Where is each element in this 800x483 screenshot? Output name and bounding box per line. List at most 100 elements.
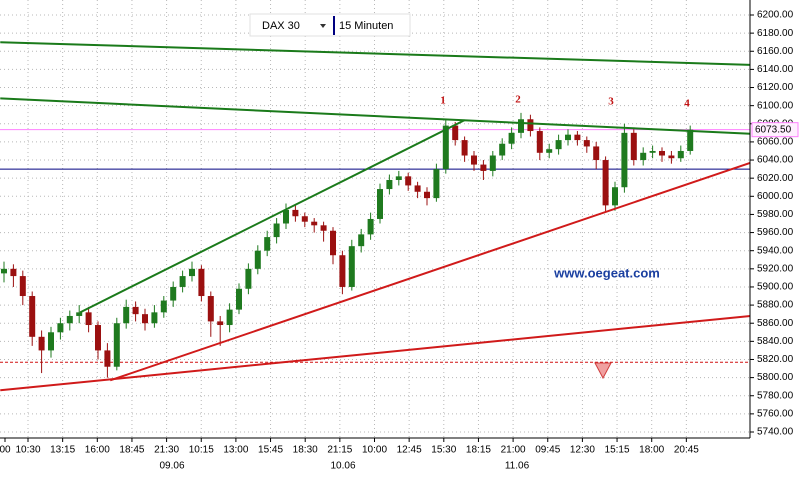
candle-body — [583, 140, 590, 147]
last-price-label: 6073.50 — [755, 124, 792, 135]
candle-body — [518, 119, 524, 133]
y-tick-label: 5880.00 — [757, 300, 794, 311]
candle-body — [621, 132, 628, 188]
candle-body — [395, 176, 402, 180]
candle-body — [66, 315, 73, 324]
wave-label: 3 — [608, 96, 614, 108]
selector-box[interactable] — [249, 13, 411, 37]
candle-body — [245, 268, 252, 289]
candle-body — [339, 255, 346, 287]
candle-body — [593, 146, 600, 161]
x-tick-label: 12:45 — [397, 445, 422, 456]
x-tick-label: 15:15 — [605, 445, 630, 456]
candle-body — [574, 134, 581, 141]
x-tick-label: 13:00 — [223, 445, 248, 456]
y-tick-label: 5800.00 — [757, 372, 794, 383]
candle-body — [386, 179, 393, 190]
candle-body — [330, 230, 336, 256]
x-tick-label: 00 — [0, 445, 11, 456]
candle-body — [565, 134, 571, 141]
candle-body — [377, 189, 383, 219]
candle-body — [179, 276, 186, 287]
candle-body — [29, 296, 36, 337]
x-tick-label: 18:45 — [119, 445, 144, 456]
y-tick-label: 6160.00 — [757, 46, 794, 57]
candle-body — [367, 218, 374, 235]
x-tick-label: 16:00 — [85, 445, 110, 456]
candle-body — [405, 176, 412, 186]
candle-body — [160, 300, 167, 313]
candle-body — [236, 288, 242, 310]
candle-body — [273, 223, 280, 238]
candle-body — [668, 155, 675, 159]
candle-body — [546, 149, 553, 153]
y-tick-label: 5820.00 — [757, 354, 794, 365]
candle-body — [85, 312, 92, 326]
candle-body — [113, 323, 120, 367]
candle-body — [687, 129, 694, 151]
x-tick-label: 15:45 — [258, 445, 283, 456]
x-tick-label: 12:30 — [570, 445, 595, 456]
y-tick-label: 5980.00 — [757, 209, 794, 220]
candle-body — [226, 309, 233, 326]
candle-body — [452, 125, 459, 141]
candle-body — [48, 332, 54, 351]
trend-line — [79, 119, 466, 314]
candle-body — [358, 234, 365, 247]
y-tick-label: 5740.00 — [757, 427, 794, 438]
candle-body — [555, 140, 562, 150]
instrument-selector[interactable]: DAX 30 15 Minuten — [249, 13, 411, 37]
candle-body — [151, 312, 158, 324]
candle-body — [283, 209, 289, 224]
y-tick-label: 6060.00 — [757, 137, 794, 148]
y-tick-label: 6140.00 — [757, 64, 794, 75]
y-tick-label: 5780.00 — [757, 390, 794, 401]
y-tick-label: 6180.00 — [757, 28, 794, 39]
instrument[interactable]: DAX 30 — [262, 20, 300, 32]
y-tick-label: 5840.00 — [757, 336, 794, 347]
candle-body — [424, 191, 430, 199]
x-tick-label: 10:00 — [362, 445, 387, 456]
y-tick-label: 5860.00 — [757, 318, 794, 329]
candle-body — [499, 143, 506, 156]
candle-body — [612, 187, 618, 206]
candle-body — [217, 321, 224, 326]
x-tick-label: 13:15 — [50, 445, 75, 456]
trend-line — [0, 97, 751, 135]
interval[interactable]: 15 Minuten — [339, 20, 393, 32]
x-tick-label: 10:15 — [189, 445, 214, 456]
date-label: 09.06 — [159, 461, 184, 472]
candle-body — [1, 268, 7, 274]
date-label: 10.06 — [330, 461, 355, 472]
candle-body — [348, 246, 355, 287]
candle-body — [301, 216, 308, 222]
x-tick-label: 20:45 — [674, 445, 699, 456]
last-price-box — [751, 122, 799, 138]
candle-body — [433, 169, 440, 199]
y-tick-label: 5760.00 — [757, 409, 794, 420]
candle-body — [142, 314, 148, 324]
candle-body — [311, 221, 318, 226]
trend-line — [109, 161, 751, 382]
candle-body — [198, 268, 205, 297]
candle-body — [10, 268, 17, 277]
candle-body — [207, 296, 214, 322]
x-tick-label: 21:00 — [501, 445, 526, 456]
wave-label: 4 — [684, 98, 690, 110]
candle-body — [132, 306, 139, 315]
dropdown-arrow[interactable] — [320, 24, 326, 28]
candle-body — [19, 276, 26, 297]
candle-body — [649, 150, 656, 153]
candle-body — [442, 125, 449, 170]
candle-body — [38, 336, 45, 351]
candle-body — [264, 237, 271, 251]
candle-body — [659, 150, 665, 156]
candle-body — [677, 150, 684, 159]
plot — [0, 41, 751, 392]
candle-body — [480, 164, 487, 171]
x-tick-label: 10:30 — [15, 445, 40, 456]
y-tick-label: 6000.00 — [757, 191, 794, 202]
x-tick-label: 18:30 — [293, 445, 318, 456]
